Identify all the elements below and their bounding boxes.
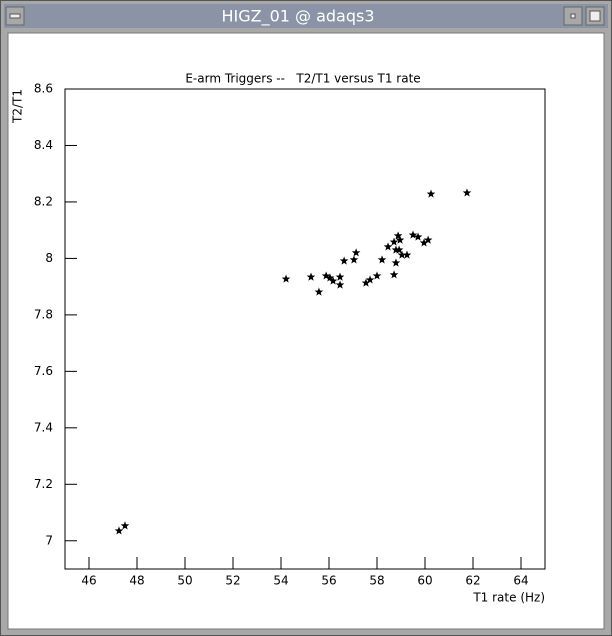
x-axis-label: T1 rate (Hz) [472,591,545,605]
x-tick-label: 52 [225,574,240,588]
title-bar [4,4,608,28]
point [120,521,130,530]
point [335,272,345,281]
x-tick-label: 46 [81,574,96,588]
point [389,237,399,246]
point [377,255,387,264]
maximize-icon [589,10,601,22]
point [114,526,124,535]
point [321,271,331,280]
point [349,255,359,264]
canvas [7,32,605,630]
y-tick-label: 8.4 [34,138,53,152]
plot-frame [64,88,546,570]
y-tick-label: 7.6 [34,364,53,378]
axes [65,88,522,569]
point [281,274,291,283]
point [372,271,382,280]
y-tick-label: 7 [45,533,53,547]
x-tick-label: 60 [417,574,432,588]
point [394,245,404,254]
window-title: HIGZ_01 @ adaqs3 [221,7,374,27]
point [395,235,405,244]
point [325,273,335,282]
point [408,230,418,239]
point [397,250,407,259]
point [328,276,338,285]
menu-icon [9,13,21,19]
point [413,232,423,241]
y-tick-label: 7.4 [34,420,53,434]
y-axis-label: T2/T1 [11,89,25,124]
point [391,245,401,254]
point [339,256,349,265]
point [389,270,399,279]
y-tick-label: 8 [45,251,53,265]
point [383,242,393,251]
point [419,238,429,247]
point [361,278,371,287]
y-tick-label: 7.8 [34,307,53,321]
x-tick-label: 58 [369,574,384,588]
x-tick-label: 62 [465,574,480,588]
chart-title: E-arm Triggers -- T2/T1 versus T1 rate [185,72,420,86]
point [365,275,375,284]
x-tick-label: 50 [177,574,192,588]
minimize-icon [570,13,576,19]
point [314,287,324,296]
point [335,280,345,289]
x-tick-label: 48 [129,574,144,588]
point [423,235,433,244]
point [393,231,403,240]
x-tick-label: 56 [321,574,336,588]
y-tick-label: 8.6 [34,82,53,96]
y-tick-label: 8.2 [34,194,53,208]
x-tick-label: 64 [513,574,528,588]
point [426,189,436,198]
point [306,272,316,281]
point [402,250,412,259]
point [391,258,401,267]
point [351,248,361,257]
x-tick-label: 54 [273,574,288,588]
y-tick-label: 7.2 [34,477,53,491]
point [462,188,472,197]
